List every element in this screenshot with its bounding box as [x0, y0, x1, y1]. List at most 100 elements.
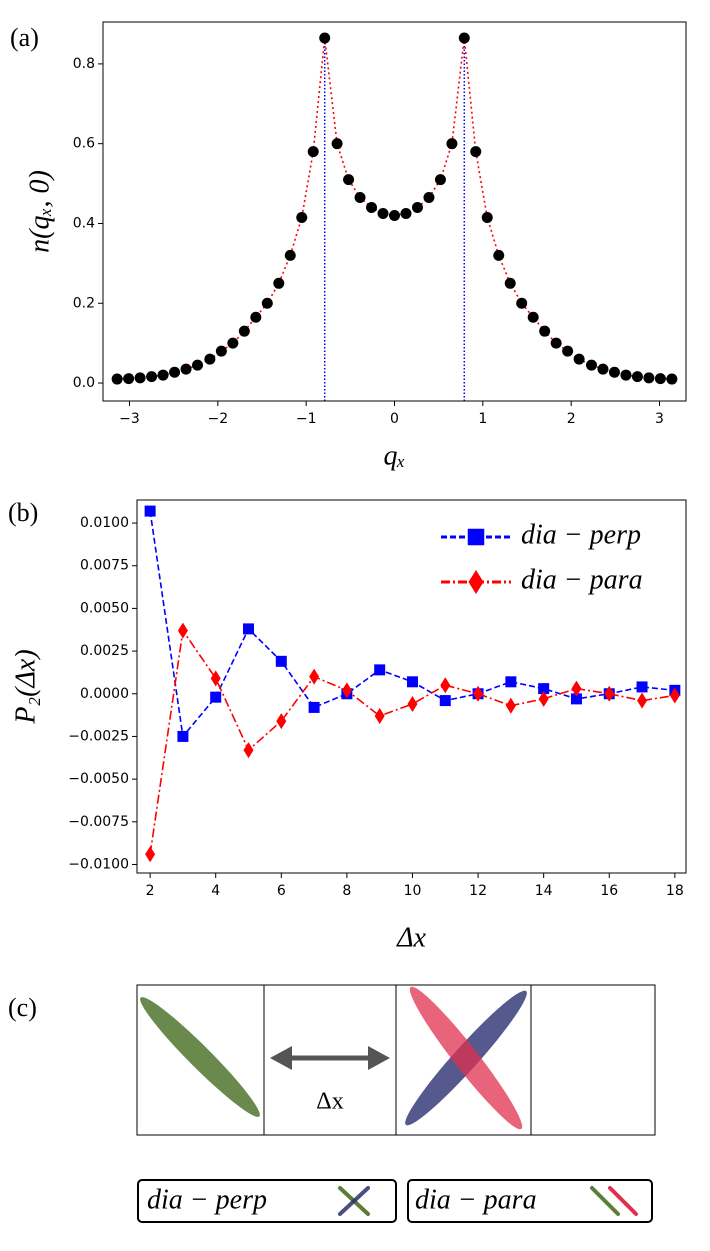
x-tick-label: −1	[296, 411, 317, 427]
chart: (b) P₂(Δx) Δx 2 4 6 8 10 12 14 16 18 −0.0100 −0.0075 −…	[8, 498, 687, 953]
x-tick-label: 16	[600, 883, 618, 899]
y-tick-label: 0.6	[73, 136, 95, 152]
marker	[669, 687, 680, 704]
y-tick-label: −0.0100	[68, 856, 129, 872]
marker	[145, 846, 156, 863]
marker	[562, 345, 574, 357]
y-tick-label: 0.0	[73, 375, 95, 391]
series-line	[149, 628, 675, 855]
marker	[307, 146, 319, 158]
marker	[571, 680, 582, 697]
marker	[111, 373, 123, 385]
marker	[123, 373, 135, 385]
marker	[620, 369, 632, 381]
marker	[374, 664, 386, 676]
legend-label: dia − perp	[521, 519, 641, 550]
marker	[407, 695, 418, 712]
y-tick-label: −0.0050	[68, 771, 129, 787]
legend-text: dia − para	[415, 1184, 537, 1215]
marker	[319, 32, 331, 44]
marker	[377, 207, 389, 219]
marker	[538, 690, 549, 707]
marker	[243, 742, 254, 759]
marker	[284, 249, 296, 261]
marker	[243, 623, 255, 635]
arrow-head	[368, 1046, 390, 1070]
chart: (a) n(qₓ, 0) qₓ −3 −2 −1 0 1 2 3 0.0 0.2 0.4 0.6 0.8	[10, 21, 687, 471]
x-tick-label: 0	[390, 411, 399, 427]
y-tick-label: −0.0025	[68, 728, 129, 744]
marker	[134, 372, 146, 384]
x-tick-label: 10	[404, 883, 422, 899]
marker	[215, 345, 227, 357]
marker	[192, 359, 204, 371]
x-tick-label: 6	[277, 883, 286, 899]
x-tick-label: 14	[535, 883, 553, 899]
marker	[157, 369, 169, 381]
marker	[516, 297, 528, 309]
x-tick-label: 12	[469, 883, 487, 899]
y-axis-label: P₂(Δx)	[10, 649, 41, 724]
panel-label: (b)	[8, 498, 38, 527]
plot-frame	[102, 21, 687, 402]
marker	[169, 366, 181, 378]
y-tick-label: 0.8	[73, 56, 95, 72]
marker	[374, 707, 385, 724]
legend-box	[137, 1179, 397, 1223]
marker	[389, 209, 400, 221]
marker	[604, 685, 615, 702]
marker	[331, 138, 343, 150]
legend-label: dia − para	[521, 564, 643, 595]
marker	[608, 366, 620, 378]
panel-label: (c)	[8, 993, 37, 1022]
marker	[177, 622, 188, 639]
y-tick-label: 0.2	[73, 295, 95, 311]
marker	[439, 695, 451, 707]
marker	[636, 681, 648, 693]
marker	[146, 371, 158, 383]
legend-icon	[338, 1186, 370, 1216]
marker	[309, 668, 320, 685]
marker	[440, 677, 451, 694]
arrow-head	[270, 1046, 292, 1070]
x-tick-label: 2	[146, 883, 155, 899]
green-dimer	[140, 997, 260, 1117]
marker	[273, 277, 285, 289]
x-tick-label: 4	[211, 883, 220, 899]
marker	[504, 277, 516, 289]
x-tick-label: 8	[342, 883, 351, 899]
marker	[481, 211, 493, 223]
marker	[597, 363, 609, 375]
marker	[276, 713, 287, 730]
y-tick-label: 0.0100	[80, 515, 129, 531]
marker	[637, 692, 648, 709]
marker	[446, 138, 458, 150]
marker	[434, 174, 446, 186]
marker	[505, 676, 517, 688]
marker	[467, 528, 485, 546]
x-tick-label: −2	[208, 411, 229, 427]
arrow-label: Δx	[316, 1089, 343, 1115]
marker	[643, 372, 655, 384]
marker	[406, 676, 418, 688]
y-tick-label: 0.0075	[80, 558, 129, 574]
legend-icon	[590, 1186, 620, 1216]
legend-text: dia − perp	[147, 1184, 267, 1215]
y-axis-label: n(qₓ, 0)	[24, 170, 55, 253]
marker	[308, 701, 320, 713]
panel-label: (a)	[10, 23, 39, 52]
marker	[458, 32, 470, 44]
x-axis-label: qₓ	[384, 440, 406, 471]
marker	[341, 682, 352, 699]
marker	[227, 337, 239, 349]
marker	[527, 311, 539, 323]
marker	[238, 325, 250, 337]
marker	[538, 683, 550, 695]
marker	[144, 505, 156, 517]
marker	[210, 670, 221, 687]
marker	[493, 249, 505, 261]
series-line	[117, 37, 672, 380]
plot-frame	[136, 499, 687, 874]
x-tick-label: 1	[478, 411, 487, 427]
